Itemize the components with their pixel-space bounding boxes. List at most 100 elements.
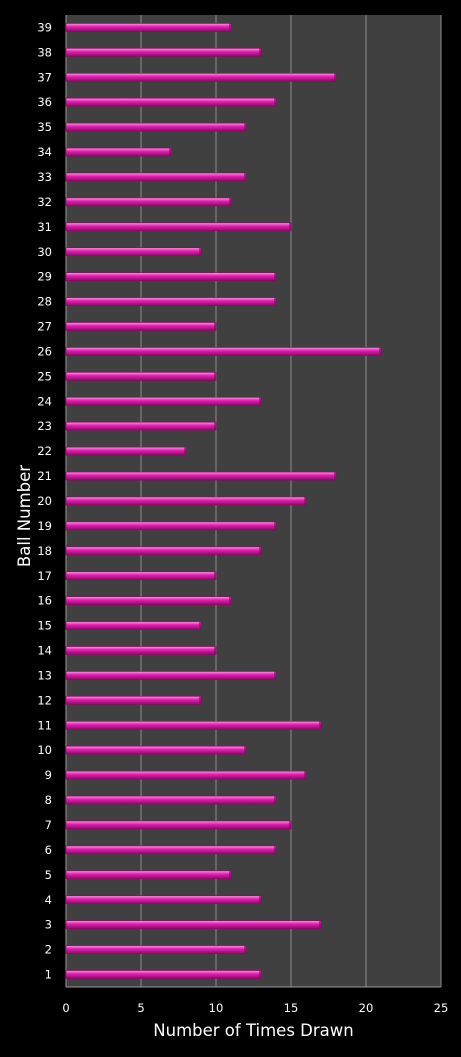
bar-end-cap: [319, 920, 321, 929]
y-tick-label: 2: [45, 943, 52, 957]
x-tick-label: 20: [359, 1001, 374, 1015]
bar-ball-9: [65, 770, 307, 780]
y-tick-label: 26: [37, 344, 52, 358]
x-tick-label: 15: [284, 1001, 299, 1015]
bar-end-cap: [199, 621, 201, 630]
bar-ball-14: [65, 646, 217, 655]
y-tick-label: 14: [37, 644, 52, 658]
y-tick-label: 31: [37, 220, 52, 234]
y-tick-label: 1: [45, 968, 52, 982]
y-tick-label: 21: [37, 469, 52, 483]
bar-ball-1: [65, 970, 262, 979]
bar-end-cap: [169, 148, 171, 157]
bar-end-cap: [289, 821, 291, 829]
bar-ball-20: [65, 496, 307, 506]
bar-ball-31: [65, 222, 292, 232]
bar-end-cap: [214, 322, 216, 331]
bar-ball-3: [65, 920, 322, 929]
y-tick-label: 4: [45, 893, 52, 907]
bar-end-cap: [259, 546, 261, 555]
bar-end-cap: [259, 397, 261, 406]
bar-end-cap: [244, 173, 246, 181]
bar-end-cap: [259, 970, 261, 979]
bar-end-cap: [229, 870, 231, 879]
y-tick-label: 17: [37, 569, 52, 583]
y-tick-label: 32: [37, 195, 52, 209]
x-tick-label: 5: [137, 1001, 144, 1015]
y-tick-label: 16: [37, 594, 52, 608]
y-tick-label: 34: [37, 145, 52, 159]
bar-end-cap: [214, 372, 216, 381]
y-tick-label: 22: [37, 444, 52, 458]
bar-ball-4: [65, 895, 262, 905]
bar-ball-28: [65, 297, 277, 306]
bar-end-cap: [304, 771, 306, 780]
bar-ball-24: [65, 397, 262, 406]
x-axis-ticks: 0 5 10 15 20 25: [62, 1001, 448, 1015]
bar-ball-5: [65, 870, 232, 880]
bar-ball-32: [65, 197, 232, 207]
bar-end-cap: [289, 222, 291, 231]
y-tick-label: 30: [37, 245, 52, 259]
bar-end-cap: [259, 48, 261, 57]
bar-ball-16: [65, 596, 232, 605]
bar-end-cap: [334, 472, 336, 481]
y-axis-ticks: 1234567891011121314151617181920212223242…: [37, 20, 52, 981]
bar-ball-21: [65, 471, 337, 481]
bar-end-cap: [274, 521, 276, 530]
bar-end-cap: [214, 646, 216, 655]
bar-ball-10: [65, 745, 247, 755]
bar-ball-17: [65, 571, 217, 581]
bar-end-cap: [259, 895, 261, 904]
bar-end-cap: [334, 73, 336, 82]
x-axis-title: Number of Times Drawn: [153, 1021, 353, 1040]
bar-ball-11: [65, 721, 322, 730]
bar-end-cap: [229, 596, 231, 605]
bar-ball-12: [65, 696, 202, 705]
bar-end-cap: [214, 422, 216, 431]
bar-ball-6: [65, 845, 277, 855]
bar-ball-34: [65, 147, 172, 157]
y-tick-label: 33: [37, 170, 52, 184]
y-tick-label: 35: [37, 120, 52, 134]
x-tick-label: 10: [209, 1001, 224, 1015]
y-tick-label: 28: [37, 295, 52, 309]
bar-ball-29: [65, 272, 277, 281]
y-tick-label: 15: [37, 619, 52, 633]
bar-end-cap: [274, 297, 276, 306]
y-tick-label: 27: [37, 320, 52, 334]
bar-ball-8: [65, 795, 277, 805]
y-tick-label: 6: [45, 843, 52, 857]
bar-ball-26: [65, 347, 382, 356]
bar-end-cap: [244, 945, 246, 954]
y-tick-label: 8: [45, 793, 52, 807]
y-axis-title: Ball Number: [15, 465, 34, 567]
bar-ball-2: [65, 945, 247, 954]
y-tick-label: 11: [37, 718, 52, 732]
y-tick-label: 39: [37, 20, 52, 34]
bar-end-cap: [274, 98, 276, 107]
bar-ball-30: [65, 247, 202, 257]
bar-ball-39: [65, 23, 232, 32]
bar-ball-23: [65, 421, 217, 431]
y-tick-label: 36: [37, 95, 52, 109]
y-tick-label: 10: [37, 743, 52, 757]
y-tick-label: 12: [37, 693, 52, 707]
bar-ball-13: [65, 671, 277, 680]
bar-ball-27: [65, 322, 217, 331]
bar-ball-25: [65, 372, 217, 381]
y-tick-label: 13: [37, 668, 52, 682]
y-tick-label: 20: [37, 494, 52, 508]
bar-ball-15: [65, 621, 202, 630]
y-tick-label: 18: [37, 544, 52, 558]
bar-ball-36: [65, 97, 277, 107]
x-tick-label: 0: [62, 1001, 69, 1015]
y-tick-label: 23: [37, 419, 52, 433]
bar-ball-33: [65, 172, 247, 182]
bar-end-cap: [319, 721, 321, 730]
bar-ball-7: [65, 820, 292, 830]
y-tick-label: 9: [45, 768, 52, 782]
bar-ball-18: [65, 546, 262, 556]
bar-end-cap: [274, 796, 276, 805]
